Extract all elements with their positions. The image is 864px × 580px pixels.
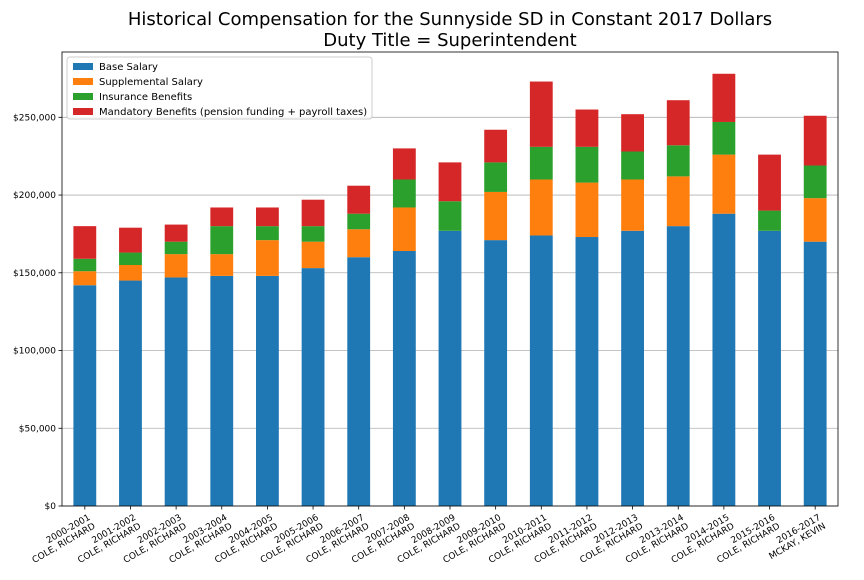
bar-segment bbox=[758, 230, 781, 506]
bar-segment bbox=[529, 235, 553, 506]
bar-segment bbox=[301, 241, 325, 269]
bar-segment bbox=[621, 230, 644, 506]
bar-segment bbox=[73, 285, 97, 506]
bar-segment bbox=[438, 230, 462, 506]
bar-segment bbox=[256, 226, 279, 241]
bar-segment bbox=[73, 258, 97, 272]
bar-segment bbox=[392, 148, 416, 180]
bar-segment bbox=[666, 176, 690, 227]
bar-segment bbox=[712, 73, 736, 122]
bar-segment bbox=[575, 182, 599, 238]
bars bbox=[73, 73, 827, 507]
bar-segment bbox=[301, 226, 325, 242]
y-axis: $0 $50,000 $100,000 $150,000 $200,000 $250,00… bbox=[13, 113, 62, 512]
bar-segment bbox=[256, 275, 279, 506]
bar-segment bbox=[529, 146, 553, 180]
bar-segment bbox=[621, 114, 644, 152]
bar-segment bbox=[392, 207, 416, 252]
bar-segment bbox=[666, 226, 690, 506]
bar-segment bbox=[347, 229, 371, 258]
bar-segment bbox=[73, 226, 97, 259]
bar-segment bbox=[575, 109, 599, 147]
bar-segment bbox=[712, 213, 736, 507]
bar-segment bbox=[803, 198, 827, 242]
bar-segment bbox=[803, 115, 827, 166]
bar-segment bbox=[438, 162, 462, 202]
bar-segment bbox=[164, 241, 188, 255]
bar-segment bbox=[484, 240, 508, 507]
bar-segment bbox=[438, 201, 462, 231]
legend-label: Supplemental Salary bbox=[99, 77, 203, 88]
bar-segment bbox=[712, 121, 736, 155]
y-tick-label: $50,000 bbox=[19, 424, 56, 434]
bar-segment bbox=[803, 241, 827, 506]
bar-segment bbox=[119, 227, 142, 253]
legend-frame bbox=[66, 56, 373, 120]
legend-label: Insurance Benefits bbox=[99, 92, 192, 103]
legend-swatch bbox=[73, 63, 93, 70]
y-tick-label: $250,000 bbox=[13, 113, 56, 123]
bar-segment bbox=[484, 162, 508, 192]
bar-segment bbox=[529, 179, 553, 236]
bar-segment bbox=[758, 210, 781, 231]
bar-segment bbox=[256, 240, 279, 276]
bar-segment bbox=[301, 268, 325, 506]
bar-segment bbox=[666, 100, 690, 146]
y-tick-label: $0 bbox=[45, 502, 57, 512]
bar-segment bbox=[712, 154, 736, 214]
bar-segment bbox=[164, 254, 188, 278]
legend-swatch bbox=[73, 93, 93, 100]
bar-segment bbox=[347, 213, 371, 230]
bar-segment bbox=[575, 146, 599, 183]
bar-segment bbox=[164, 224, 188, 242]
legend-swatch bbox=[73, 78, 93, 85]
bar-segment bbox=[73, 271, 97, 286]
y-tick-label: $100,000 bbox=[13, 347, 56, 357]
chart-title-line-2: Duty Title = Superintendent bbox=[323, 30, 576, 51]
y-tick-label: $200,000 bbox=[13, 191, 56, 201]
legend-label: Mandatory Benefits (pension funding + pa… bbox=[99, 107, 367, 118]
bar-segment bbox=[210, 226, 234, 255]
bar-segment bbox=[529, 81, 553, 147]
bar-segment bbox=[256, 207, 279, 227]
legend: Base Salary Supplemental Salary Insurance … bbox=[66, 56, 373, 120]
bar-segment bbox=[210, 254, 234, 276]
bar-segment bbox=[803, 165, 827, 199]
bar-segment bbox=[621, 151, 644, 180]
bar-segment bbox=[621, 179, 644, 231]
chart-title-line-1: Historical Compensation for the Sunnysid… bbox=[128, 9, 772, 30]
bar-segment bbox=[119, 252, 142, 266]
bar-segment bbox=[119, 280, 142, 506]
bar-segment bbox=[347, 185, 371, 214]
bar-segment bbox=[666, 145, 690, 177]
bar-segment bbox=[392, 251, 416, 506]
legend-label: Base Salary bbox=[99, 62, 158, 73]
bar-segment bbox=[484, 129, 508, 163]
bar-segment bbox=[210, 275, 234, 506]
bar-segment bbox=[392, 179, 416, 208]
y-tick-label: $150,000 bbox=[13, 269, 56, 279]
bar-segment bbox=[347, 257, 371, 506]
bar-segment bbox=[119, 265, 142, 281]
legend-swatch bbox=[73, 108, 93, 115]
bar-segment bbox=[758, 154, 781, 211]
bar-segment bbox=[164, 277, 188, 506]
bar-segment bbox=[484, 191, 508, 241]
bar-segment bbox=[210, 207, 234, 227]
bar-segment bbox=[301, 199, 325, 227]
bar-segment bbox=[575, 237, 599, 506]
